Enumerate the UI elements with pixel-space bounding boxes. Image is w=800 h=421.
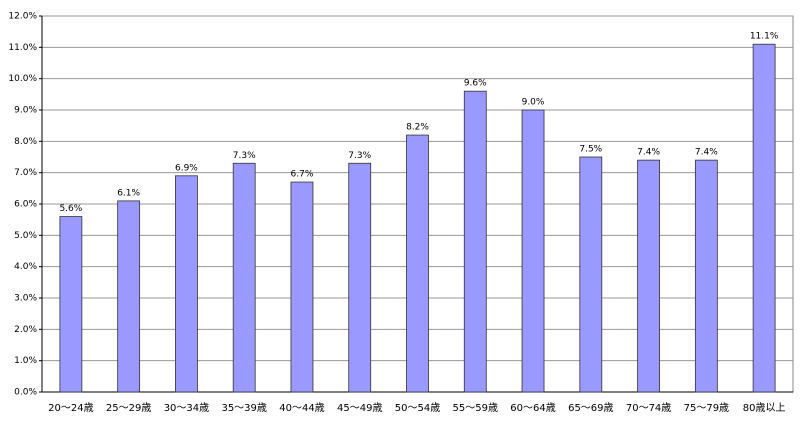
x-tick-label: 55～59歳 (453, 402, 498, 414)
y-tick-label: 8.0% (14, 137, 37, 147)
y-tick-label: 4.0% (14, 262, 37, 272)
x-tick-label: 30～34歳 (164, 402, 209, 414)
y-tick-label: 12.0% (8, 12, 37, 22)
bar (406, 134, 429, 393)
y-tick-label: 9.0% (14, 106, 37, 116)
y-tick-label: 6.0% (14, 200, 37, 210)
x-tick-label: 60～64歳 (510, 402, 555, 414)
x-tick-label: 65～69歳 (568, 402, 613, 414)
y-tick-label: 3.0% (14, 294, 37, 304)
x-tick-label: 75～79歳 (684, 402, 729, 414)
y-tick-label: 10.0% (8, 74, 37, 84)
bar (175, 175, 198, 393)
bar (637, 159, 660, 393)
data-label: 6.1% (117, 188, 140, 198)
x-tick-label: 35～39歳 (221, 402, 266, 414)
data-label: 7.4% (637, 148, 660, 158)
data-label: 9.0% (522, 98, 545, 108)
data-label: 7.5% (579, 145, 602, 155)
data-label: 9.6% (464, 79, 487, 89)
y-tick-label: 7.0% (14, 168, 37, 178)
data-label: 8.2% (406, 123, 429, 133)
x-tick-label: 70～74歳 (626, 402, 671, 414)
x-tick-label: 80歳以上 (743, 402, 786, 414)
y-tick-label: 11.0% (8, 43, 37, 53)
bar (694, 159, 718, 393)
bar (463, 90, 487, 393)
x-tick-label: 20～24歳 (48, 402, 93, 414)
x-tick-label: 25～29歳 (106, 402, 151, 414)
data-label: 5.6% (59, 204, 82, 214)
y-tick-label: 0.0% (14, 388, 37, 398)
data-label: 7.3% (348, 151, 371, 161)
bar (117, 200, 141, 393)
bar (290, 181, 314, 393)
y-tick-label: 2.0% (14, 325, 37, 335)
bar (232, 162, 256, 393)
x-tick-label: 45～49歳 (337, 402, 382, 414)
y-tick-label: 5.0% (14, 231, 37, 241)
x-tick-label: 40～44歳 (279, 402, 324, 414)
x-tick-label: 50～54歳 (395, 402, 440, 414)
data-label: 7.4% (695, 148, 718, 158)
bar (579, 156, 603, 393)
bar (59, 216, 83, 393)
data-label: 11.1% (750, 32, 779, 42)
bar (521, 109, 545, 393)
data-label: 6.7% (291, 170, 314, 180)
data-label: 6.9% (175, 163, 198, 173)
bar (348, 162, 372, 393)
data-label: 7.3% (233, 151, 256, 161)
bar (752, 43, 776, 393)
y-tick-label: 1.0% (14, 356, 37, 366)
